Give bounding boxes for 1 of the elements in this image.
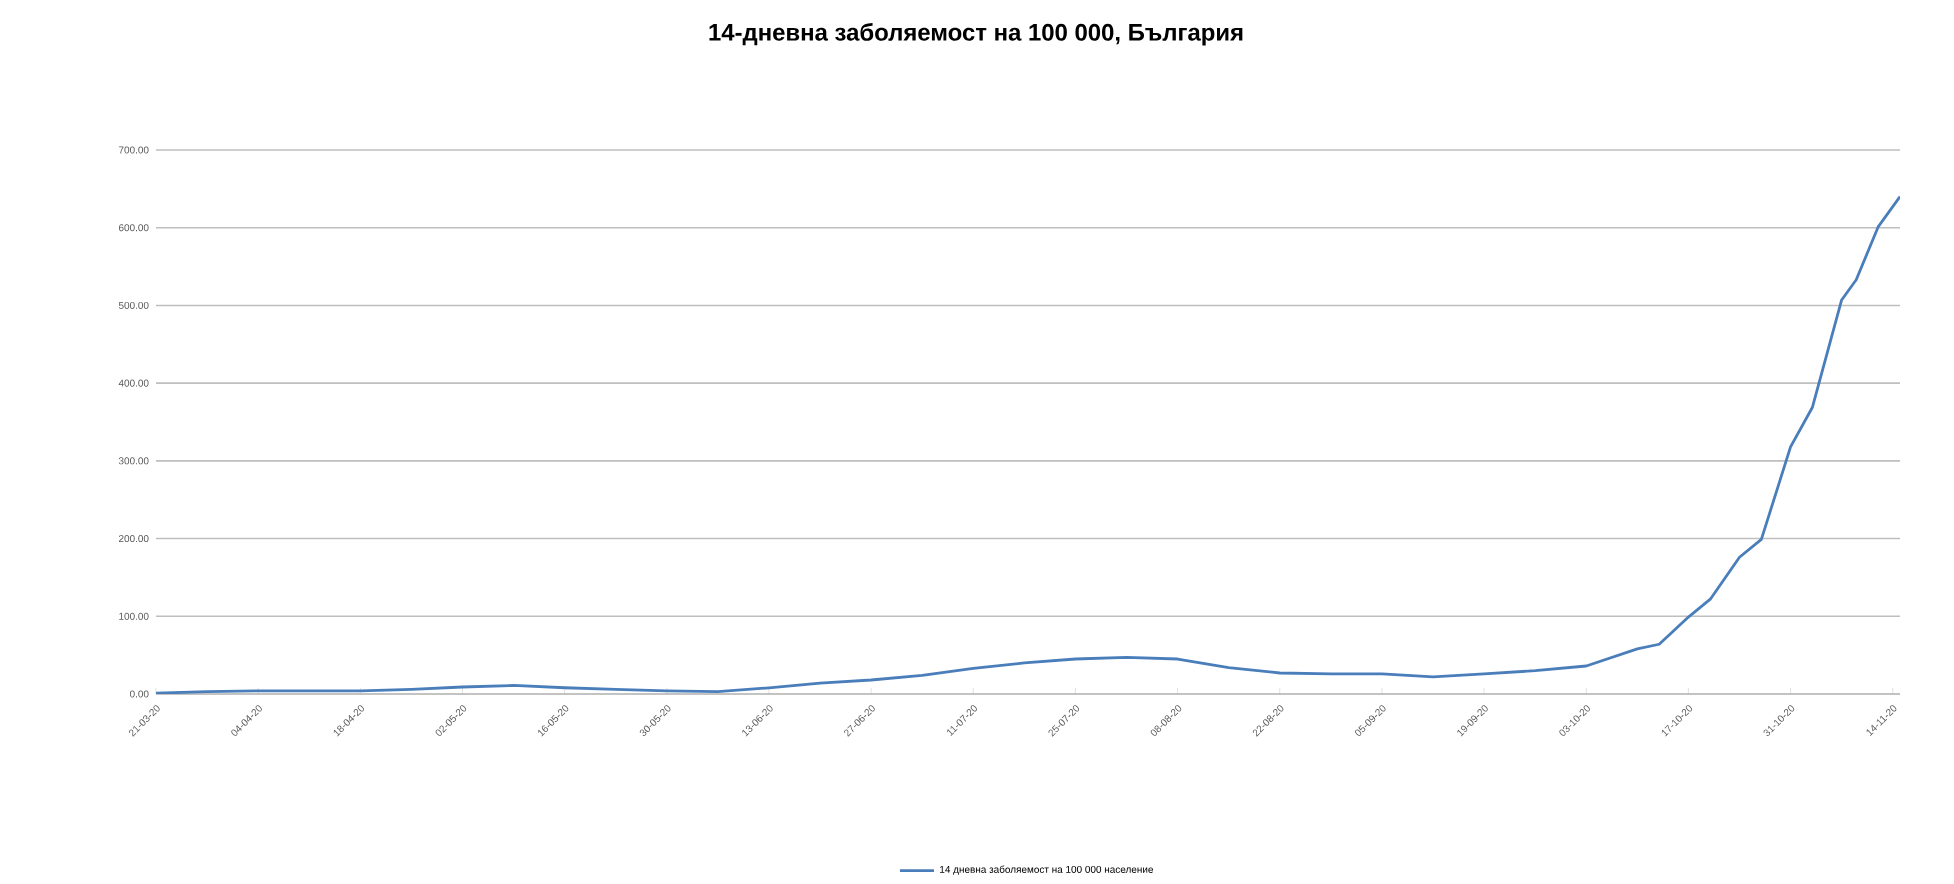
chart-title: 14-дневна заболяемост на 100 000, България [709,23,1243,46]
